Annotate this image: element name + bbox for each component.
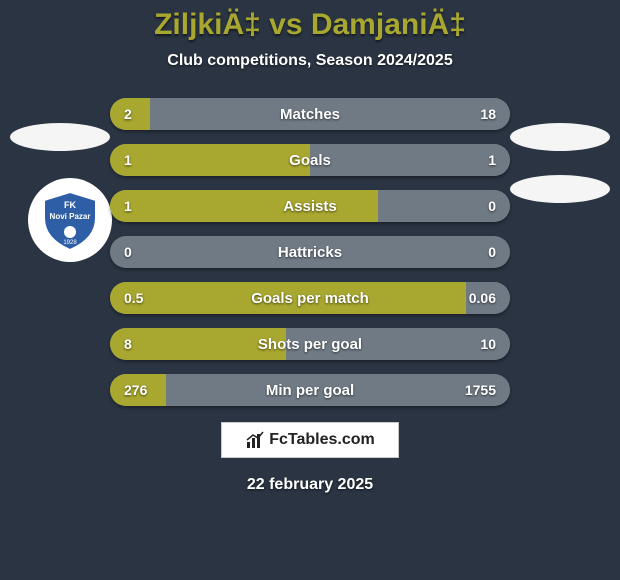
stat-bar-right [310,144,510,176]
stat-value-left: 276 [124,382,147,398]
brand-text: FcTables.com [269,431,375,449]
stat-bar-left [110,190,378,222]
comparison-card: ZiljkiÄ‡ vs DamjaniÄ‡ Club competitions,… [0,0,620,580]
stat-value-left: 8 [124,336,132,352]
svg-text:Novi Pazar: Novi Pazar [50,212,91,221]
stat-value-right: 0.06 [469,290,496,306]
stat-label: Assists [283,198,336,215]
stat-row: 276 1755 Min per goal [110,374,510,406]
stat-value-right: 0 [488,198,496,214]
stat-value-right: 1 [488,152,496,168]
stat-bar-left [110,144,310,176]
chart-icon [245,430,265,450]
player1-photo-placeholder [10,123,110,151]
stat-label: Matches [280,106,340,123]
stat-label: Shots per goal [258,336,362,353]
stat-row: 1 1 Goals [110,144,510,176]
brand-logo-box: FcTables.com [221,422,399,458]
stat-label: Min per goal [266,382,354,399]
stat-value-left: 2 [124,106,132,122]
stat-value-right: 1755 [465,382,496,398]
stat-label: Goals [289,152,331,169]
shield-icon: FK Novi Pazar 1928 [38,188,102,252]
page-title: ZiljkiÄ‡ vs DamjaniÄ‡ [0,8,620,42]
player1-club-badge: FK Novi Pazar 1928 [28,178,112,262]
player2-club-placeholder [510,175,610,203]
svg-text:FK: FK [64,200,76,210]
stat-row: 0 0 Hattricks [110,236,510,268]
date-text: 22 february 2025 [0,476,620,494]
stat-value-left: 0 [124,244,132,260]
player2-photo-placeholder [510,123,610,151]
stat-value-right: 18 [480,106,496,122]
stat-value-right: 0 [488,244,496,260]
stat-row: 2 18 Matches [110,98,510,130]
stat-value-right: 10 [480,336,496,352]
subtitle: Club competitions, Season 2024/2025 [0,52,620,70]
stat-value-left: 1 [124,198,132,214]
stat-label: Goals per match [251,290,369,307]
stat-row: 0.5 0.06 Goals per match [110,282,510,314]
stat-value-left: 1 [124,152,132,168]
stat-rows: 218Matches11Goals10Assists00Hattricks0.5… [110,98,510,406]
stat-label: Hattricks [278,244,342,261]
svg-text:1928: 1928 [63,240,77,246]
stat-row: 8 10 Shots per goal [110,328,510,360]
stat-value-left: 0.5 [124,290,143,306]
stat-row: 1 0 Assists [110,190,510,222]
